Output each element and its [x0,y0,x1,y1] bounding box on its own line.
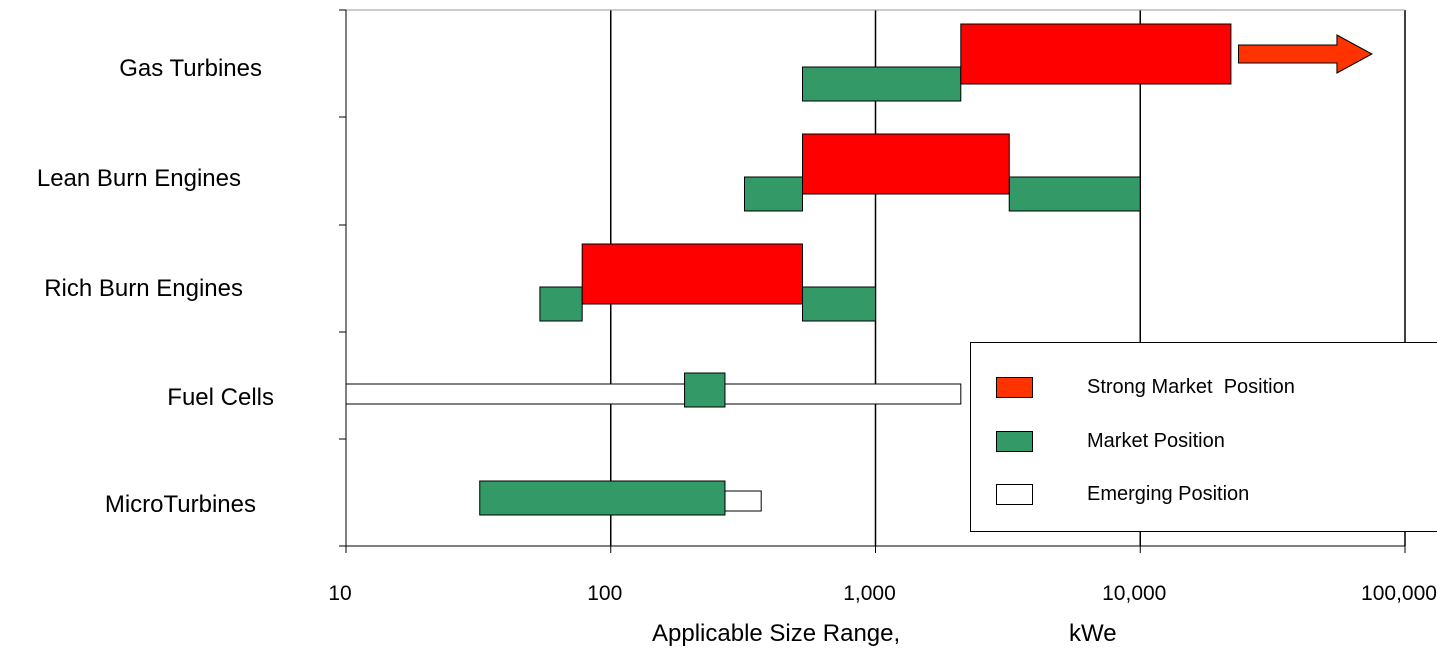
arrow-annotation [1237,34,1373,74]
x-axis-label: Applicable Size Range, [652,620,901,647]
legend-label-emerging: Emerging Position [1087,482,1250,505]
x-tick-label: 10 [328,582,352,605]
bar-market-microturbines [479,480,726,516]
category-label-fuel-cells: Fuel Cells [167,384,274,411]
bar-market-gas-turbines [802,66,962,102]
x-tick-label: 10,000 [1102,582,1167,605]
bar-market-rich-burn-engines [539,286,583,322]
legend-swatch-market [996,430,1033,452]
bar-market-fuel-cells [684,372,726,408]
category-label-rich-burn-engines: Rich Burn Engines [44,275,243,302]
bar-market-lean-burn-engines [743,176,804,212]
legend-swatch-emerging [996,483,1033,505]
bar-strong-lean-burn-engines [802,133,1010,195]
bar-strong-gas-turbines [960,23,1232,85]
bar-market-rich-burn-engines [802,286,876,322]
category-label-gas-turbines: Gas Turbines [119,55,262,82]
legend-label-market: Market Position [1087,429,1225,452]
legend-item-strong: Strong Market Position [996,373,1295,401]
x-tick-label: 100 [587,582,623,605]
category-label-lean-burn-engines: Lean Burn Engines [36,165,241,192]
x-axis-unit: kWe [1069,620,1117,647]
legend-label-strong: Strong Market Position [1087,375,1295,398]
legend-item-emerging: Emerging Position [996,480,1249,508]
bar-strong-rich-burn-engines [581,243,804,305]
bar-market-lean-burn-engines [1008,176,1141,212]
bar-emerging-microturbines [724,490,762,512]
x-tick-label: 1,000 [843,582,896,605]
legend-item-market: Market Position [996,427,1225,455]
x-tick-label: 100,000 [1361,582,1437,605]
bar-emerging-fuel-cells [345,383,962,405]
legend: Strong Market Position Market Position E… [970,342,1437,532]
legend-swatch-strong [996,376,1033,398]
category-label-microturbines: MicroTurbines [104,491,256,518]
